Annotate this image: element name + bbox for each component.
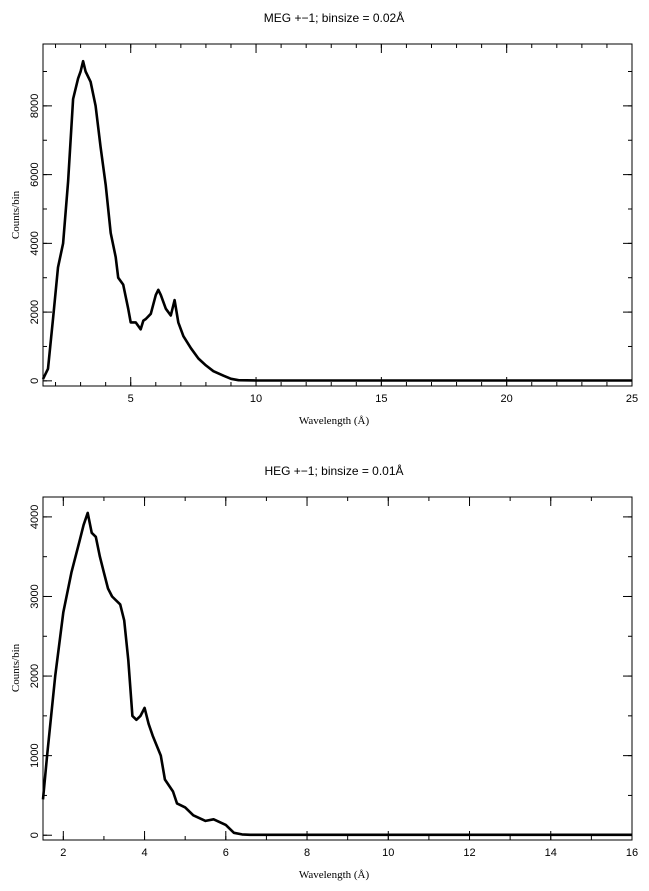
x-tick-label: 10 xyxy=(250,393,262,405)
x-tick-labels: 5 10 15 20 25 xyxy=(128,393,638,405)
y-axis-label: Counts/bin xyxy=(10,643,22,692)
x-tick-label: 8 xyxy=(304,847,310,859)
x-tick-label: 5 xyxy=(128,393,134,405)
y-tick-label: 2000 xyxy=(29,300,41,324)
chart-title: MEG +−1; binsize = 0.02Å xyxy=(264,10,404,25)
y-tick-label: 3000 xyxy=(29,584,41,608)
y-tick-label: 0 xyxy=(29,832,41,838)
y-tick-label: 1000 xyxy=(29,743,41,767)
meg-spectrum-panel: MEG +−1; binsize = 0.02Å 5 10 15 20 25 0 2000… xyxy=(10,10,638,427)
plot-frame xyxy=(42,496,633,841)
x-tick-label: 14 xyxy=(545,847,557,859)
y-tick-label: 4000 xyxy=(29,505,41,529)
heg-spectrum-panel: HEG +−1; binsize = 0.01Å 2 4 6 8 10 12 14 16 0 1… xyxy=(10,463,638,881)
tick-marks xyxy=(43,497,633,840)
x-tick-label: 12 xyxy=(463,847,475,859)
x-tick-label: 25 xyxy=(626,393,638,405)
x-tick-label: 6 xyxy=(223,847,229,859)
x-tick-label: 4 xyxy=(141,847,147,859)
x-tick-label: 16 xyxy=(626,847,638,859)
y-tick-label: 2000 xyxy=(29,664,41,688)
y-tick-label: 4000 xyxy=(29,231,41,255)
plot-frame xyxy=(42,43,633,387)
y-tick-labels: 0 2000 4000 6000 8000 xyxy=(29,94,41,384)
y-tick-labels: 0 1000 2000 3000 4000 xyxy=(29,505,41,839)
y-tick-label: 8000 xyxy=(29,94,41,118)
y-axis-label: Counts/bin xyxy=(10,190,22,239)
y-tick-label: 6000 xyxy=(29,162,41,186)
spectrum-line xyxy=(41,511,632,837)
x-axis-label: Wavelength (Å) xyxy=(299,415,370,427)
x-axis-label: Wavelength (Å) xyxy=(299,869,370,881)
y-tick-label: 0 xyxy=(29,378,41,384)
x-tick-label: 2 xyxy=(60,847,66,859)
chart-title: HEG +−1; binsize = 0.01Å xyxy=(264,463,403,478)
x-tick-label: 15 xyxy=(375,393,387,405)
x-tick-label: 20 xyxy=(501,393,513,405)
tick-marks xyxy=(43,44,633,386)
spectrum-line xyxy=(41,59,632,382)
x-tick-label: 10 xyxy=(382,847,394,859)
x-tick-labels: 2 4 6 8 10 12 14 16 xyxy=(60,847,638,859)
